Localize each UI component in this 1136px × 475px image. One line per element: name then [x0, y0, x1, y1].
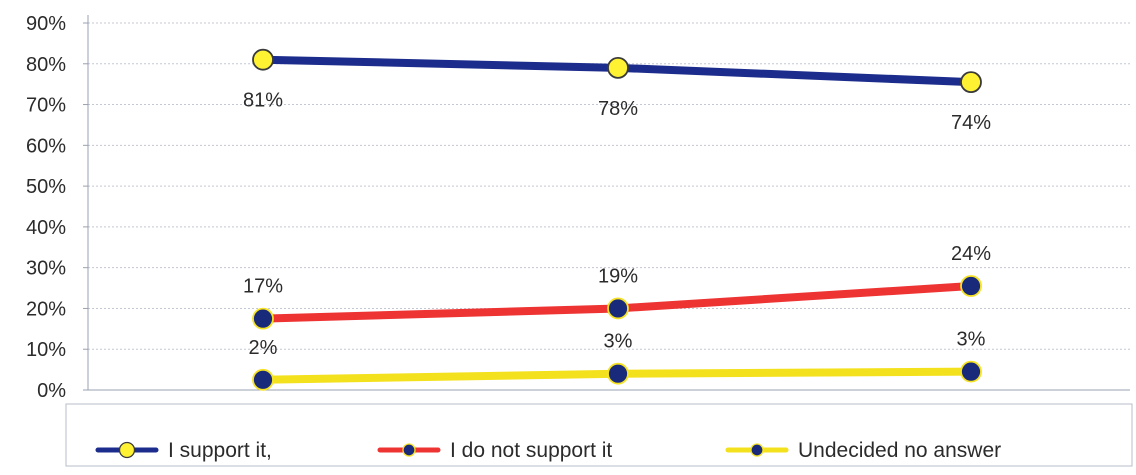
- data-point: [960, 275, 982, 297]
- data-label: 3%: [957, 329, 986, 351]
- data-label: 19%: [598, 265, 638, 287]
- y-tick-label: 50%: [26, 176, 66, 198]
- data-label: 2%: [249, 337, 278, 359]
- data-label: 17%: [243, 276, 283, 298]
- data-labels: 81% 78% 74% 17% 19% 24% 2% 3% 3%: [243, 90, 991, 359]
- data-point: [607, 362, 629, 385]
- y-tick-label: 40%: [26, 217, 66, 239]
- legend-label: Undecided no answer: [798, 439, 1001, 462]
- series-group: [252, 48, 982, 391]
- y-tick-label: 90%: [26, 13, 66, 35]
- legend-marker-swatch: [402, 443, 416, 457]
- y-tick-label: 30%: [26, 258, 66, 280]
- y-tick-label: 70%: [26, 95, 66, 117]
- data-label: 74%: [951, 112, 991, 134]
- data-point: [252, 368, 274, 391]
- legend-label: I do not support it: [450, 439, 612, 462]
- data-label: 3%: [604, 331, 633, 353]
- legend-marker-swatch: [750, 443, 764, 457]
- legend-marker-swatch: [118, 441, 136, 459]
- legend-box: [65, 403, 1133, 467]
- y-tick-label: 80%: [26, 54, 66, 76]
- data-point: [960, 71, 982, 94]
- legend-label: I support it,: [168, 439, 272, 462]
- data-point: [252, 48, 274, 71]
- y-tick-label: 20%: [26, 298, 66, 320]
- data-point: [252, 307, 274, 330]
- data-label: 24%: [951, 243, 991, 265]
- data-point: [607, 56, 629, 79]
- data-point: [960, 360, 982, 383]
- y-tick-label: 10%: [26, 339, 66, 361]
- data-label: 81%: [243, 90, 283, 112]
- data-label: 78%: [598, 98, 638, 120]
- data-point: [607, 297, 629, 320]
- legend: I support it, I do not support it Undecide…: [65, 403, 1133, 467]
- y-tick-label: 60%: [26, 135, 66, 157]
- y-tick-label: 0%: [37, 380, 66, 402]
